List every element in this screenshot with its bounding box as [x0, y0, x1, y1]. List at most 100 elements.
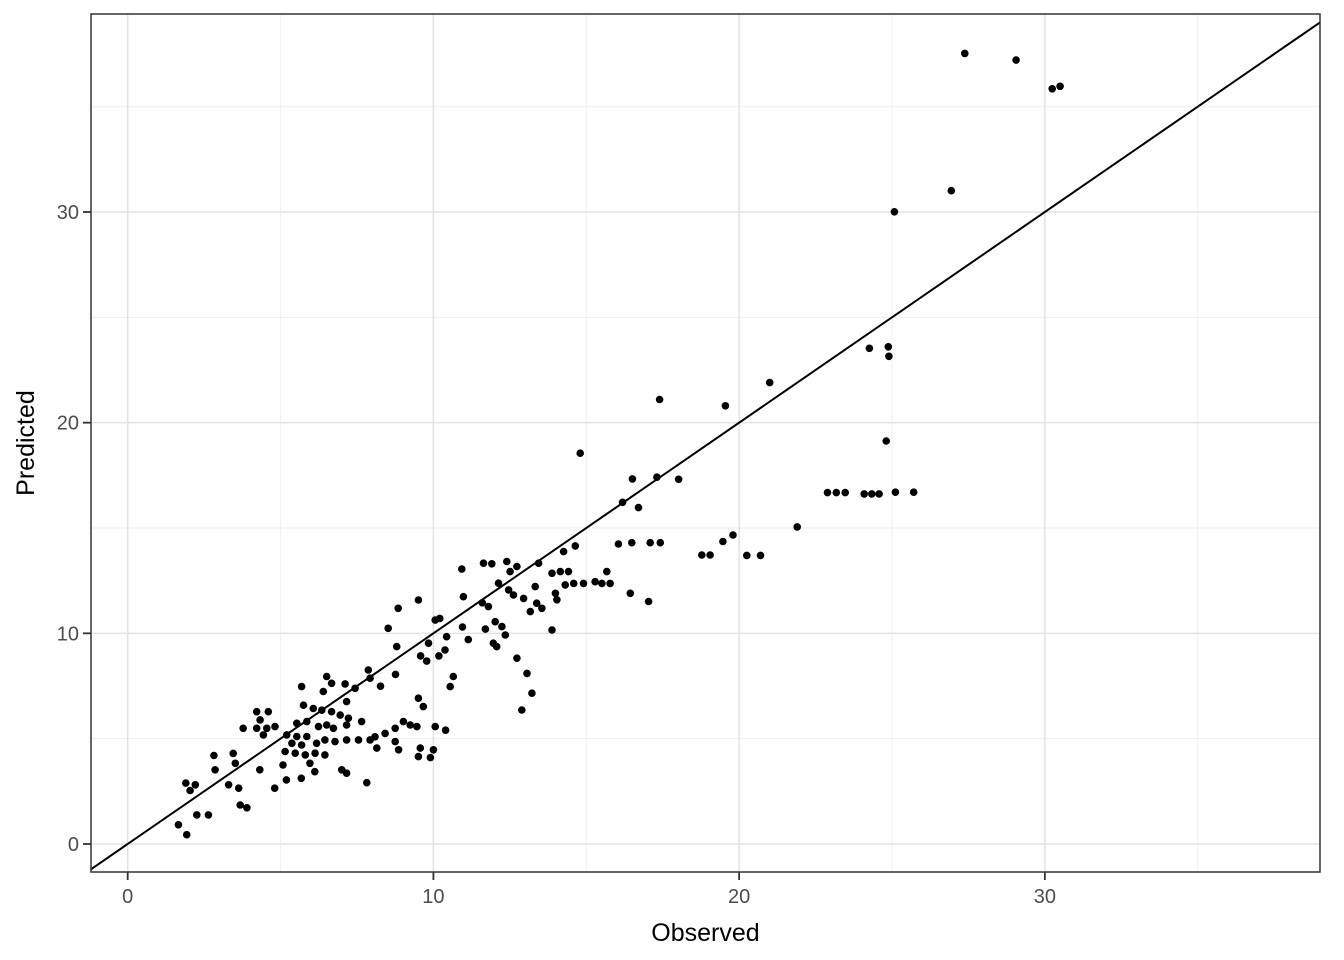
data-point: [318, 706, 326, 714]
data-point: [344, 714, 353, 722]
data-point: [431, 722, 440, 731]
data-point: [366, 674, 374, 682]
data-point: [321, 751, 329, 759]
data-point: [875, 490, 883, 498]
data-point: [264, 707, 273, 716]
data-point: [603, 567, 611, 576]
data-point: [614, 540, 623, 548]
data-point: [1012, 56, 1020, 64]
data-point: [618, 498, 627, 507]
data-point: [314, 722, 323, 731]
data-point: [885, 352, 893, 361]
data-point: [373, 744, 381, 752]
data-point: [579, 579, 588, 588]
data-point: [561, 581, 569, 589]
x-tick-label: 0: [122, 886, 133, 908]
data-point: [371, 733, 379, 741]
data-point: [306, 759, 314, 768]
data-point: [860, 490, 868, 498]
data-point: [282, 731, 291, 739]
data-point: [538, 604, 546, 613]
y-tick-label: 30: [57, 202, 79, 224]
data-point: [322, 721, 331, 729]
data-point: [1048, 85, 1056, 93]
data-point: [186, 786, 194, 795]
data-point: [322, 672, 331, 681]
data-point: [429, 746, 438, 754]
y-tick-label: 10: [57, 623, 79, 645]
data-point: [628, 538, 636, 547]
y-tick-label: 0: [68, 834, 79, 856]
data-point: [259, 731, 268, 739]
data-point: [381, 729, 389, 738]
data-point: [528, 689, 536, 697]
x-tick-label: 10: [422, 886, 444, 908]
identity-line: [90, 21, 1321, 871]
data-point: [626, 589, 635, 598]
data-point: [458, 565, 466, 573]
data-point: [564, 567, 573, 576]
data-point: [321, 736, 329, 744]
data-point: [598, 579, 606, 588]
panel-border: [90, 13, 1321, 873]
data-point: [1056, 82, 1064, 91]
data-point: [909, 488, 918, 497]
data-point: [729, 531, 737, 539]
data-point: [553, 596, 561, 604]
data-point: [182, 779, 190, 787]
data-point: [336, 711, 345, 719]
data-point: [354, 736, 363, 744]
data-point: [518, 706, 526, 714]
data-point: [653, 473, 661, 482]
data-point: [256, 716, 264, 724]
data-point: [252, 724, 261, 733]
data-point: [793, 523, 801, 531]
data-point: [391, 670, 400, 679]
data-point: [211, 766, 219, 774]
data-point: [458, 623, 467, 631]
data-point: [311, 767, 319, 776]
data-point: [271, 722, 279, 731]
data-point: [406, 721, 415, 729]
data-point: [556, 567, 565, 576]
data-point: [193, 811, 201, 819]
data-point: [239, 724, 247, 733]
data-point: [436, 614, 444, 623]
data-point: [282, 776, 291, 784]
data-point: [548, 569, 556, 578]
data-point: [756, 551, 765, 560]
data-point: [891, 488, 900, 497]
data-point: [459, 592, 468, 601]
data-point: [297, 774, 306, 783]
data-point: [236, 801, 244, 809]
data-point: [492, 642, 501, 651]
data-point: [441, 646, 449, 654]
data-point: [743, 551, 751, 560]
data-point: [481, 625, 490, 633]
data-point: [234, 784, 243, 792]
identity-line-segment: [90, 21, 1321, 871]
data-point: [224, 781, 233, 789]
data-point: [426, 753, 435, 762]
data-point: [435, 652, 443, 660]
data-point: [357, 717, 366, 726]
data-point: [288, 739, 296, 748]
data-point: [446, 682, 455, 691]
data-point: [301, 751, 310, 759]
data-point: [391, 724, 400, 733]
data-point: [210, 751, 218, 760]
data-point: [961, 49, 969, 58]
x-tick-label: 20: [728, 886, 750, 908]
axis-ticks: [83, 211, 1046, 880]
data-point: [674, 475, 683, 484]
data-point: [569, 579, 578, 588]
data-point: [270, 784, 279, 792]
data-point: [841, 488, 849, 497]
data-point: [646, 538, 654, 547]
data-point: [719, 537, 727, 546]
data-point: [263, 724, 271, 733]
data-point: [413, 722, 421, 731]
data-point: [342, 721, 351, 729]
data-point: [327, 679, 336, 688]
